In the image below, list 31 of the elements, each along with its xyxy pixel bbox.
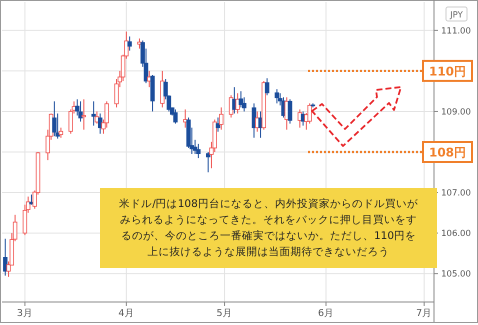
candlestick — [274, 88, 280, 104]
ref-line-label: 108円 — [428, 146, 466, 160]
candlestick — [206, 152, 210, 173]
picture-note-box: 米ドル/円は108円台になると、内外投資家からのドル買いがみられるようになってきた。それをバックに押し目買いをするのが、今のところ一番確実ではないか。ただし、110円を上に抜けるような展開は当面期待できないだろう — [100, 188, 437, 268]
y-tick-label: 105.00 — [441, 270, 471, 280]
y-tick-label: 106.00 — [441, 229, 471, 240]
candlestick — [58, 127, 64, 138]
annotation: 米ドル/円は108円台になると、内外投資家からのドル買いがみられるようになってきた。それをバックに押し目買いをするのが、今のところ一番確実ではないか。ただし、110円を上に抜けるような展開は当面期待できないだろう — [118, 197, 419, 260]
candlestick — [98, 112, 102, 134]
x-tick-label: 5月 — [216, 308, 233, 319]
y-tick-label: 111.00 — [441, 26, 471, 36]
y-tick-label: 107.00 — [441, 188, 471, 199]
candlestick — [219, 106, 224, 130]
y-axis-title: JPY — [449, 10, 464, 20]
candlestick — [91, 100, 96, 126]
candlestick — [173, 108, 178, 124]
candlestick — [52, 100, 57, 137]
x-tick-label: 4月 — [118, 308, 134, 319]
candlestick — [127, 36, 132, 52]
x-tick-label: 6月 — [318, 308, 334, 319]
y-tick-label: 109.00 — [441, 107, 471, 118]
candlestick — [160, 70, 165, 108]
x-tick-label: 7月 — [416, 308, 432, 319]
candlestick — [196, 143, 201, 159]
candlestick — [288, 98, 292, 124]
candlestick — [264, 78, 270, 96]
candlestick — [238, 90, 244, 108]
candlestick — [183, 108, 188, 128]
ref-line-label: 110円 — [428, 64, 466, 78]
candlestick — [82, 98, 86, 130]
x-tick-label: 3月 — [16, 308, 33, 319]
